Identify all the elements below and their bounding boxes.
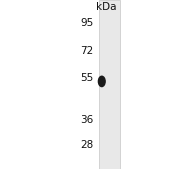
Text: 28: 28: [81, 140, 94, 150]
Text: 72: 72: [81, 46, 94, 56]
Bar: [99, 0, 120, 169]
Text: kDa: kDa: [96, 2, 116, 12]
Text: 95: 95: [81, 18, 94, 28]
Ellipse shape: [98, 76, 105, 87]
Text: 36: 36: [81, 115, 94, 125]
Text: 55: 55: [81, 73, 94, 83]
